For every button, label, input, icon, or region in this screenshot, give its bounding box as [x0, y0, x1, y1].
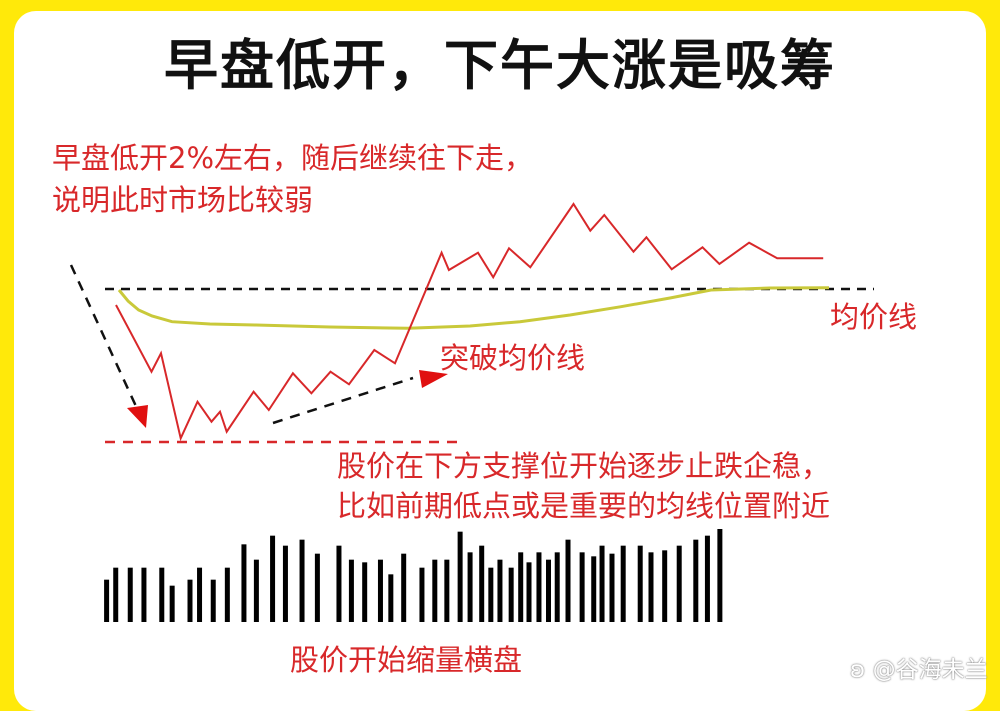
volume-bar: [717, 529, 723, 622]
volume-bar: [141, 567, 147, 622]
volume-bar: [270, 535, 276, 622]
volume-bar: [336, 545, 342, 622]
volume-bar: [693, 539, 699, 622]
volume-bar: [637, 545, 643, 622]
average-price-line: [117, 286, 830, 330]
volume-bar: [210, 579, 216, 622]
volume-bar: [104, 579, 110, 622]
volume-bar: [127, 567, 133, 622]
volume-bar: [299, 539, 305, 622]
volume-bar: [377, 559, 383, 622]
volume-bar: [579, 552, 585, 622]
volume-bar: [554, 552, 560, 622]
volume-bar: [546, 559, 552, 622]
decline-dashed-arrow: [69, 264, 142, 416]
volume-bar: [565, 539, 571, 622]
annotation-volume: 股价开始缩量横盘: [290, 643, 523, 677]
volume-bar: [609, 553, 615, 622]
price-line: [115, 202, 824, 442]
rise-arrowhead-icon: [419, 370, 448, 388]
volume-bar: [508, 567, 514, 622]
volume-bar: [241, 544, 247, 622]
annotation-open-line1: 早盘低开2%左右，随后继续往下走，: [52, 141, 534, 175]
volume-bar: [187, 579, 193, 622]
intraday-diagram: [69, 202, 874, 622]
volume-bar: [591, 556, 597, 622]
volume-bar: [282, 545, 288, 622]
watermark: ʚ @谷海未兰: [850, 650, 988, 684]
volume-bar: [599, 545, 605, 622]
volume-bar: [488, 567, 494, 622]
volume-bar: [113, 567, 119, 622]
volume-bar: [314, 553, 320, 622]
annotation-support-line1: 股价在下方支撑位开始逐步止跌企稳，: [337, 449, 831, 483]
volume-bar: [536, 552, 542, 622]
volume-bar: [388, 574, 394, 622]
volume-bars: [104, 529, 723, 622]
volume-bar: [526, 562, 532, 622]
volume-bar: [648, 552, 654, 622]
volume-bar: [224, 567, 230, 622]
watermark-text: @谷海未兰: [872, 657, 988, 683]
volume-bar: [662, 550, 668, 622]
volume-bar: [419, 567, 425, 622]
volume-bar: [444, 559, 450, 622]
volume-bar: [704, 535, 710, 622]
page-title: 早盘低开，下午大涨是吸筹: [164, 33, 836, 97]
volume-bar: [169, 585, 175, 622]
volume-bar: [253, 559, 259, 622]
volume-bar: [676, 545, 682, 622]
annotation-open-line2: 说明此时市场比较弱: [52, 183, 314, 217]
volume-bar: [467, 552, 473, 622]
weibo-icon: ʚ: [850, 657, 866, 683]
rise-dashed-arrow: [272, 376, 414, 425]
annotation-breakout: 突破均价线: [440, 341, 586, 375]
volume-bar: [348, 559, 354, 622]
volume-bar: [457, 531, 463, 622]
volume-bar: [432, 559, 438, 622]
annotation-avg-line: 均价线: [830, 300, 918, 334]
volume-bar: [362, 562, 368, 622]
annotation-support-line2: 比如前期低点或是重要的均线位置附近: [337, 489, 831, 523]
volume-bar: [159, 567, 165, 622]
decline-arrowhead-icon: [127, 405, 148, 428]
volume-bar: [497, 559, 503, 622]
volume-bar: [620, 545, 626, 622]
volume-bar: [401, 553, 407, 622]
volume-bar: [518, 552, 524, 622]
volume-bar: [479, 545, 485, 622]
volume-bar: [197, 567, 203, 622]
